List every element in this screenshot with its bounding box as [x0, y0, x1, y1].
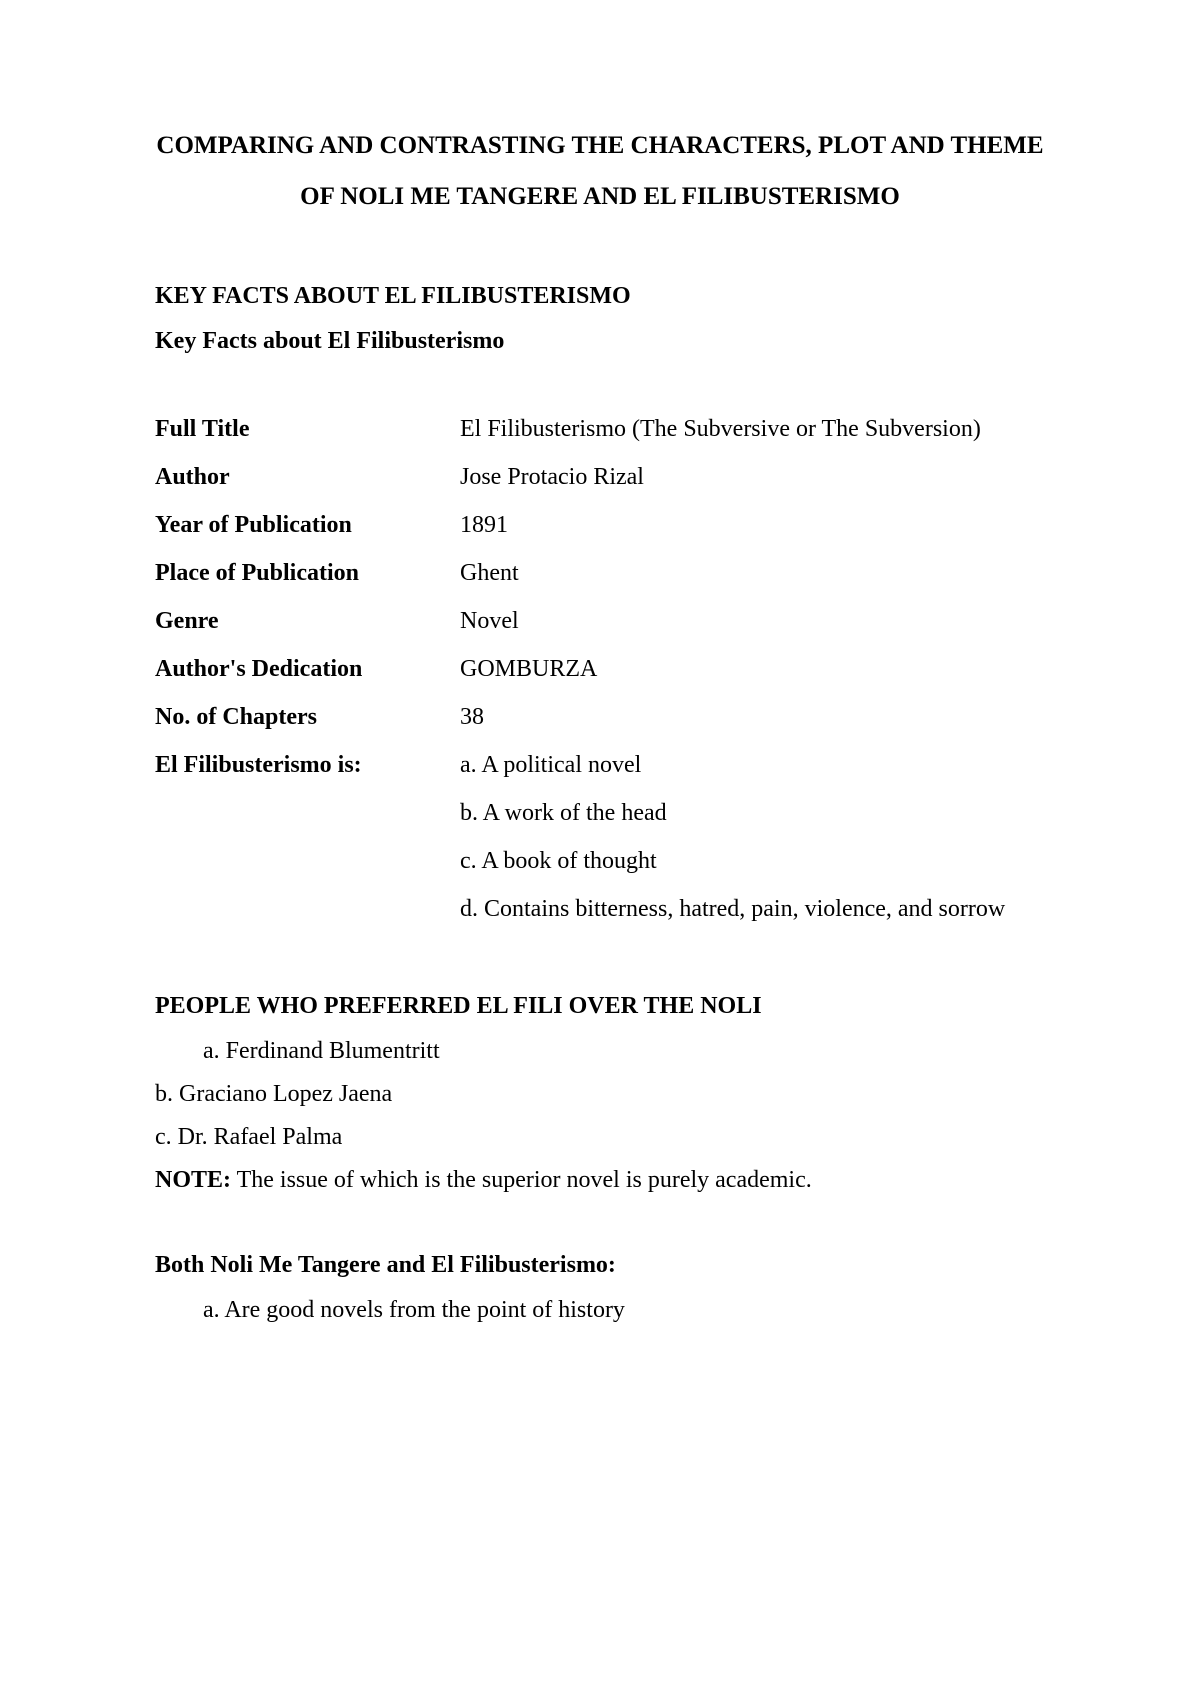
fact-label: Full Title: [155, 405, 460, 453]
fact-row-full-title: Full Title El Filibusterismo (The Subver…: [155, 405, 1045, 453]
list-item: b. A work of the head: [460, 789, 1045, 837]
fact-label: Genre: [155, 597, 460, 645]
note-line: NOTE: The issue of which is the superior…: [155, 1159, 1045, 1202]
fact-label: Author: [155, 453, 460, 501]
list-item: c. Dr. Rafael Palma: [155, 1116, 1045, 1159]
fact-value: 38: [460, 693, 1045, 741]
list-item: a. Ferdinand Blumentritt: [203, 1030, 1045, 1073]
fact-value: Ghent: [460, 549, 1045, 597]
fact-label: No. of Chapters: [155, 693, 460, 741]
fact-row-dedication: Author's Dedication GOMBURZA: [155, 645, 1045, 693]
fact-label: Place of Publication: [155, 549, 460, 597]
key-facts-heading: KEY FACTS ABOUT EL FILIBUSTERISMO: [155, 283, 1045, 310]
fact-label: El Filibusterismo is:: [155, 741, 460, 789]
list-item: a. Are good novels from the point of his…: [203, 1289, 1045, 1332]
fact-row-elfili-is: El Filibusterismo is: a. A political nov…: [155, 741, 1045, 933]
note-label: NOTE:: [155, 1167, 231, 1193]
list-item: b. Graciano Lopez Jaena: [155, 1073, 1045, 1116]
fact-row-author: Author Jose Protacio Rizal: [155, 453, 1045, 501]
fact-value: GOMBURZA: [460, 645, 1045, 693]
fact-value: Novel: [460, 597, 1045, 645]
note-text: The issue of which is the superior novel…: [231, 1167, 812, 1193]
list-item: d. Contains bitterness, hatred, pain, vi…: [460, 885, 1045, 933]
fact-row-chapters: No. of Chapters 38: [155, 693, 1045, 741]
list-item: c. A book of thought: [460, 837, 1045, 885]
document-title: COMPARING AND CONTRASTING THE CHARACTERS…: [155, 120, 1045, 223]
both-heading: Both Noli Me Tangere and El Filibusteris…: [155, 1252, 1045, 1279]
fact-row-genre: Genre Novel: [155, 597, 1045, 645]
facts-table: Full Title El Filibusterismo (The Subver…: [155, 405, 1045, 933]
fact-value: 1891: [460, 501, 1045, 549]
fact-row-year: Year of Publication 1891: [155, 501, 1045, 549]
fact-label: Author's Dedication: [155, 645, 460, 693]
fact-value: El Filibusterismo (The Subversive or The…: [460, 405, 1045, 453]
preferred-heading: PEOPLE WHO PREFERRED EL FILI OVER THE NO…: [155, 993, 1045, 1020]
fact-row-place: Place of Publication Ghent: [155, 549, 1045, 597]
fact-value: Jose Protacio Rizal: [460, 453, 1045, 501]
fact-value-list: a. A political novel b. A work of the he…: [460, 741, 1045, 933]
list-item: a. A political novel: [460, 741, 1045, 789]
fact-label: Year of Publication: [155, 501, 460, 549]
key-facts-subheading: Key Facts about El Filibusterismo: [155, 328, 1045, 355]
